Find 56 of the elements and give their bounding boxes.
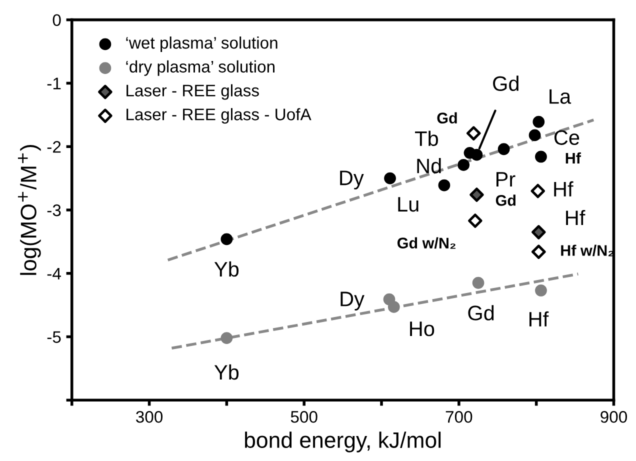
x-tick-label: 500 xyxy=(290,411,318,423)
annotation: Yb xyxy=(214,261,239,277)
annotation: Gd xyxy=(468,305,494,320)
annotation: Gd w/N₂ xyxy=(397,237,456,249)
point xyxy=(384,172,396,184)
x-tick-label: 900 xyxy=(600,411,627,423)
y-tick-label: -4 xyxy=(47,268,61,280)
annotation: Hf xyxy=(566,152,582,164)
point xyxy=(466,126,481,140)
legend-label: Laser - REE glass xyxy=(126,84,259,100)
y-tick-label: -1 xyxy=(47,78,61,90)
annotation: Pr xyxy=(496,172,516,186)
annotation: Hf xyxy=(529,311,549,326)
annotation: Dy xyxy=(340,170,364,190)
point xyxy=(498,143,510,156)
point xyxy=(532,225,546,240)
point xyxy=(388,301,400,313)
point xyxy=(535,150,547,163)
annotation: Dy xyxy=(340,292,364,310)
point xyxy=(468,214,482,228)
point xyxy=(530,184,546,198)
annotation: Gd xyxy=(437,112,457,124)
annotation: Yb xyxy=(214,364,239,380)
point xyxy=(220,332,233,344)
y-tick-label: -3 xyxy=(47,204,61,216)
annotation: Gd xyxy=(496,194,516,206)
x-tick-label: 300 xyxy=(136,411,163,423)
annotation: Gd xyxy=(493,76,518,91)
legend-label: ‘wet plasma’ solution xyxy=(126,36,278,52)
annotation: La xyxy=(550,89,572,104)
point xyxy=(532,244,546,259)
annotation: Hf xyxy=(554,181,574,196)
legend-label: ‘dry plasma’ solution xyxy=(126,60,274,76)
point xyxy=(220,233,233,246)
annotation: Nd xyxy=(417,158,441,174)
legend-label: Laser - REE glass - UofA xyxy=(126,108,312,124)
annotation: Hf w/N₂ xyxy=(561,244,614,256)
point xyxy=(528,129,541,142)
annotation: Lu xyxy=(398,197,418,212)
point xyxy=(470,188,484,202)
y-tick-label: -2 xyxy=(47,141,61,153)
y-axis-title: log(MO$^{+}$/M$^{+}$) xyxy=(18,145,41,275)
x-tick-label: 700 xyxy=(446,411,472,423)
x-axis-title: bond energy, kJ/mol xyxy=(245,432,441,452)
point xyxy=(535,284,547,296)
y-tick-label: -5 xyxy=(47,331,61,343)
annotation: Ce xyxy=(554,130,580,145)
point xyxy=(472,276,484,289)
point xyxy=(438,179,450,192)
annotation: Tb xyxy=(415,130,438,146)
annotation: Ho xyxy=(410,322,434,336)
y-tick-label: 0 xyxy=(52,14,61,26)
point xyxy=(470,148,483,161)
annotation: Hf xyxy=(566,210,586,226)
point xyxy=(532,116,545,128)
point xyxy=(458,159,470,171)
